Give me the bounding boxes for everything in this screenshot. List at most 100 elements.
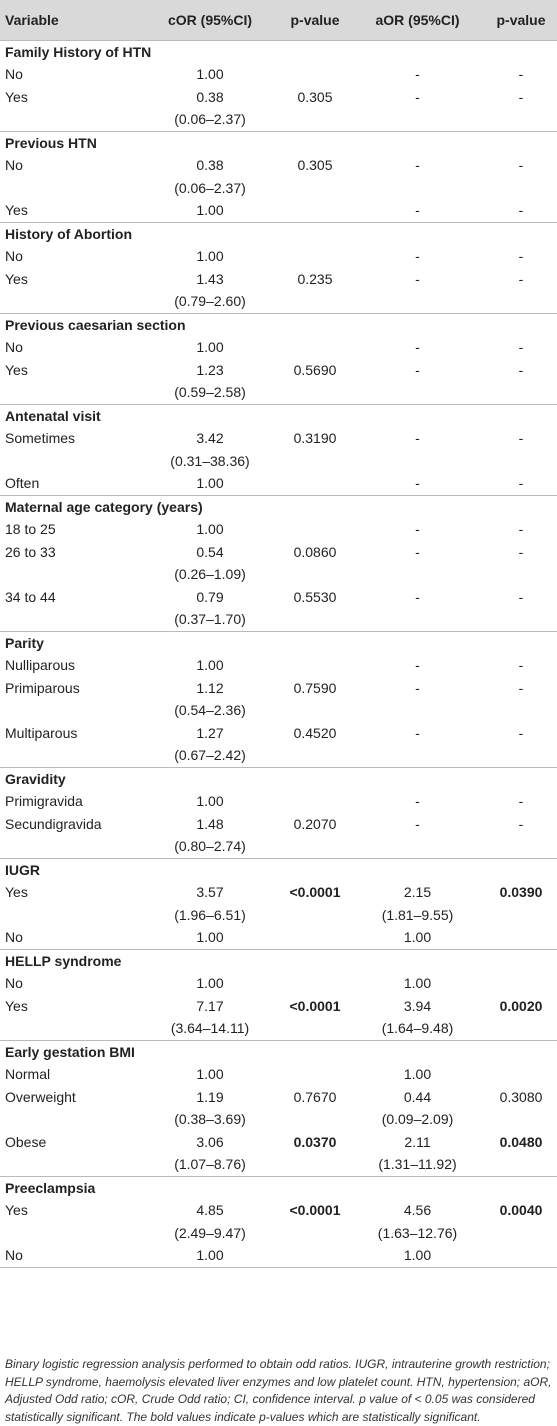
section-row: Parity [0, 631, 557, 654]
aor-value: - [415, 793, 420, 809]
cor-value: 1.00 [196, 1066, 224, 1082]
p-value-crude [280, 199, 350, 222]
aor-value: - [415, 202, 420, 218]
aor-value: 3.94 [403, 997, 432, 1014]
header-cor: cOR (95%CI) [167, 11, 253, 28]
row-label: Yes [5, 997, 28, 1014]
cor-value: 4.85 [196, 1202, 224, 1218]
section-title: Antenatal visit [5, 407, 101, 424]
p-value-crude: <0.0001 [289, 1202, 341, 1218]
section-row: Early gestation BMI [0, 1040, 557, 1063]
aor-ci: (1.31–11.92) [378, 1156, 457, 1172]
cor-cell: 1.27 (0.67–2.42) [140, 722, 280, 768]
table-row: Yes 1.43 (0.79–2.60) 0.235 - - [0, 268, 557, 314]
cor-cell: 1.48 (0.80–2.74) [140, 813, 280, 859]
cor-ci: (0.06–2.37) [174, 179, 246, 196]
table-row: 18 to 25 1.00 - - [0, 518, 557, 541]
p-value-crude [280, 63, 350, 86]
table-row: 34 to 44 0.79 (0.37–1.70) 0.5530 - - [0, 586, 557, 632]
p-value-crude [280, 1063, 350, 1086]
aor-ci: (1.81–9.55) [381, 906, 454, 923]
row-label: Overweight [5, 1088, 76, 1105]
section-title: Preeclampsia [5, 1179, 96, 1196]
section-title: Gravidity [5, 770, 66, 787]
p-value-adjusted [485, 1244, 557, 1267]
cor-value: 0.38 [196, 157, 224, 173]
table-row: No 0.38 (0.06–2.37) 0.305 - - [0, 154, 557, 199]
cor-ci: (0.31–38.36) [170, 452, 250, 469]
aor-value: - [415, 339, 420, 355]
cor-cell: 3.06 (1.07–8.76) [140, 1131, 280, 1177]
aor-value: 1.00 [403, 929, 432, 945]
aor-value: 2.15 [403, 884, 432, 900]
table-row: No 1.00 - - [0, 245, 557, 268]
aor-value: - [415, 248, 420, 264]
table-row: Yes 3.57 (1.96–6.51) <0.0001 2.15 (1.81–9.55)… [0, 881, 557, 926]
cor-ci: (0.37–1.70) [174, 611, 246, 627]
p-value-adjusted: - [518, 815, 524, 832]
cor-cell: 1.19 (0.38–3.69) [140, 1086, 280, 1131]
table-row: Primigravida 1.00 - - [0, 790, 557, 813]
p-value-adjusted: - [518, 543, 524, 560]
row-label: Secundigravida [5, 815, 102, 832]
row-label: No [5, 1247, 23, 1263]
p-value-crude [280, 245, 350, 268]
p-value-crude: 0.5690 [293, 361, 337, 378]
p-value-adjusted: - [518, 657, 524, 673]
aor-cell: 2.11 (1.31–11.92) [350, 1131, 485, 1177]
aor-value: - [415, 543, 420, 560]
cor-value: 1.48 [196, 815, 224, 832]
aor-value: - [415, 88, 420, 105]
cor-value: 1.00 [196, 929, 224, 945]
table-row: Secundigravida 1.48 (0.80–2.74) 0.2070 - - [0, 813, 557, 859]
p-value-adjusted: - [518, 430, 524, 446]
aor-cell: 1.00 [350, 1063, 485, 1086]
aor-value: - [415, 588, 420, 605]
table-row: Overweight 1.19 (0.38–3.69) 0.7670 0.44 (0.09… [0, 1086, 557, 1131]
row-label: Yes [5, 361, 28, 378]
row-label: 26 to 33 [5, 543, 56, 560]
cor-ci: (1.07–8.76) [174, 1156, 246, 1172]
aor-value: 0.44 [403, 1088, 432, 1105]
table-row: Often 1.00 - - [0, 472, 557, 495]
p-value-crude [280, 1244, 350, 1267]
cor-cell: 0.38 (0.06–2.37) [140, 154, 280, 199]
section-title: HELLP syndrome [5, 952, 122, 969]
cor-value: 3.06 [196, 1133, 224, 1150]
p-value-adjusted: - [518, 339, 524, 355]
p-value-crude: <0.0001 [289, 997, 341, 1014]
row-label: Yes [5, 1202, 28, 1218]
p-value-adjusted: - [518, 588, 524, 605]
section-title: Previous caesarian section [5, 316, 186, 333]
aor-cell: - [350, 245, 485, 268]
cor-value: 1.00 [196, 793, 224, 809]
p-value-adjusted: 0.3080 [499, 1088, 543, 1105]
p-value-adjusted: - [518, 66, 524, 82]
row-label: Normal [5, 1066, 51, 1082]
row-label: No [5, 339, 23, 355]
cor-value: 1.00 [196, 657, 224, 673]
p-value-crude: 0.5530 [293, 588, 337, 605]
table-body: Family History of HTN No 1.00 - - Yes 0.38 (0.0… [0, 40, 557, 1267]
cor-ci: (0.06–2.37) [174, 111, 246, 127]
p-value-crude: 0.305 [297, 157, 333, 173]
cor-cell: 1.00 [140, 245, 280, 268]
section-title: Previous HTN [5, 134, 97, 151]
aor-value: - [415, 521, 420, 537]
aor-value: 1.00 [403, 1247, 432, 1263]
cor-cell: 3.42 (0.31–38.36) [140, 427, 280, 472]
table-row: Nulliparous 1.00 - - [0, 654, 557, 677]
p-value-crude: 0.2070 [293, 815, 337, 832]
cor-value: 1.00 [196, 975, 224, 991]
row-label: Often [5, 475, 40, 491]
table-row: No 1.00 1.00 [0, 1244, 557, 1267]
cor-value: 3.42 [196, 430, 224, 446]
section-row: Previous caesarian section [0, 313, 557, 336]
section-row: History of Abortion [0, 222, 557, 245]
aor-cell: 4.56 (1.63–12.76) [350, 1199, 485, 1244]
row-label: No [5, 929, 23, 945]
aor-cell: - [350, 722, 485, 768]
p-value-adjusted: - [518, 202, 524, 218]
p-value-crude [280, 654, 350, 677]
cor-ci: (0.59–2.58) [174, 384, 246, 400]
